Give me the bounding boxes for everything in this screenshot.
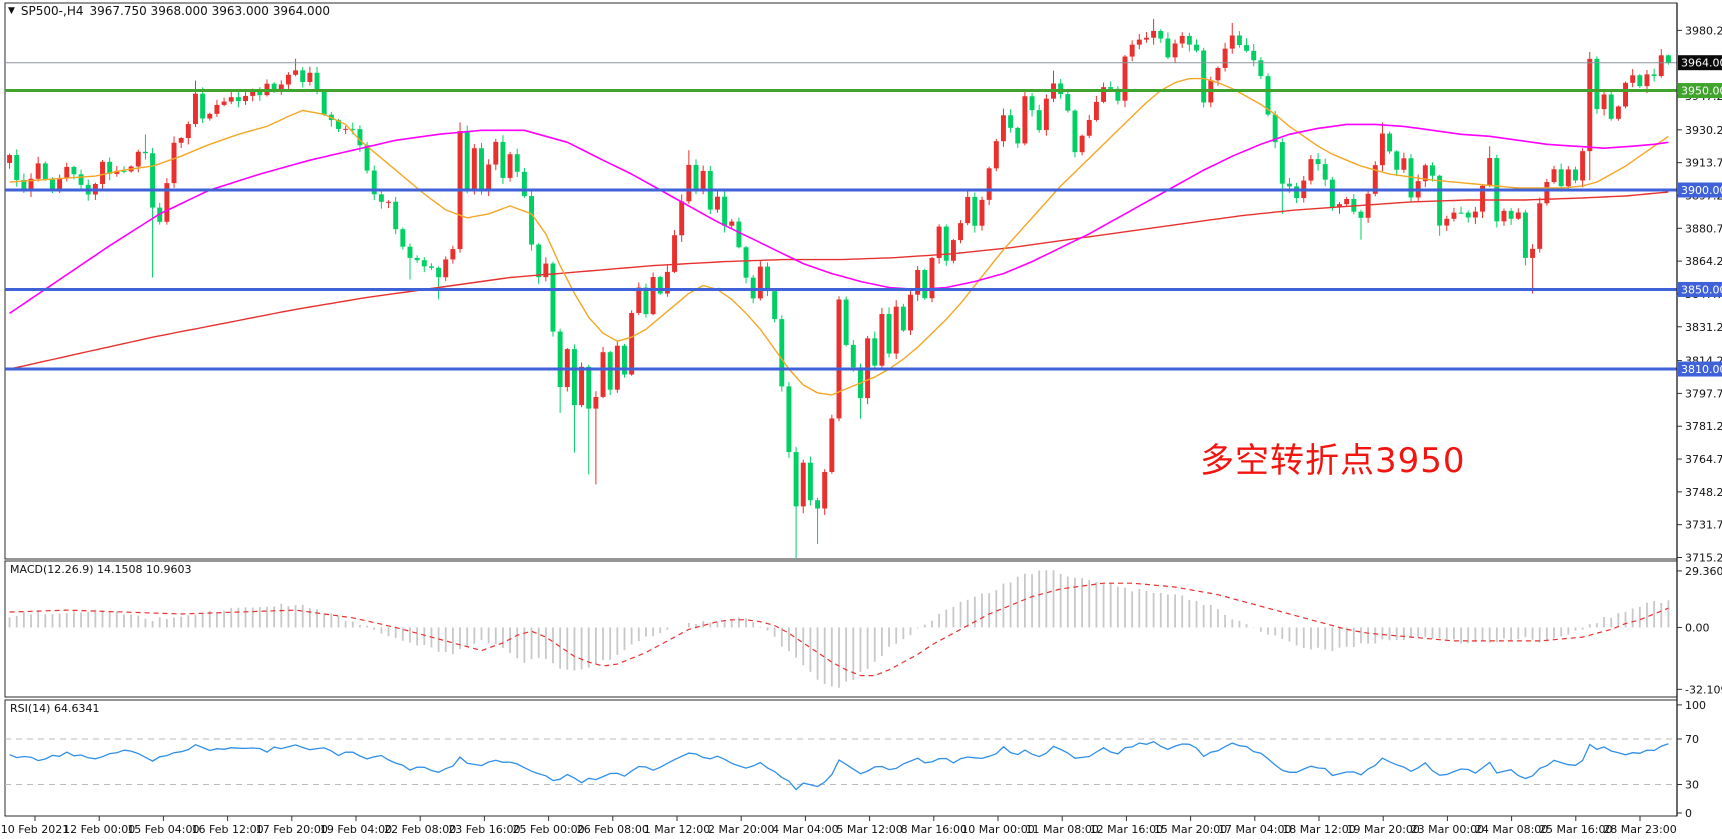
svg-text:12 Mar 16:00: 12 Mar 16:00 (1090, 823, 1163, 836)
svg-text:0: 0 (1685, 807, 1692, 820)
macd-panel[interactable] (8, 570, 1670, 688)
price-box (1678, 182, 1722, 198)
svg-text:3731.750: 3731.750 (1685, 519, 1722, 532)
rsi-indicator-label: RSI(14) 64.6341 (10, 702, 99, 715)
svg-text:3864.250: 3864.250 (1685, 255, 1722, 268)
svg-text:3810.000: 3810.000 (1681, 363, 1722, 376)
svg-text:23 Mar 00:00: 23 Mar 00:00 (1411, 823, 1484, 836)
svg-text:25 Mar 16:00: 25 Mar 16:00 (1539, 823, 1612, 836)
svg-text:18 Mar 12:00: 18 Mar 12:00 (1282, 823, 1355, 836)
rsi-panel[interactable] (5, 738, 1677, 791)
ma-magenta-medium (9, 123, 1669, 314)
svg-text:4 Mar 04:00: 4 Mar 04:00 (772, 823, 838, 836)
svg-text:3980.250: 3980.250 (1685, 24, 1722, 37)
svg-text:29.3605: 29.3605 (1685, 565, 1722, 578)
svg-text:12 Feb 00:00: 12 Feb 00:00 (63, 823, 135, 836)
ohlc-values: 3967.750 3968.000 3963.000 3964.000 (89, 4, 330, 18)
svg-text:100: 100 (1685, 699, 1706, 712)
macd-values: 14.1508 10.9603 (97, 563, 192, 576)
svg-text:5 Mar 12:00: 5 Mar 12:00 (836, 823, 902, 836)
macd-indicator-label: MACD(12.26.9) 14.1508 10.9603 (10, 563, 192, 576)
svg-text:3764.750: 3764.750 (1685, 453, 1722, 466)
symbol-period-label: SP500-,H4 (20, 4, 84, 18)
candlestick-series[interactable] (7, 18, 1671, 559)
svg-text:3964.000: 3964.000 (1681, 57, 1722, 70)
moving-averages (9, 77, 1669, 396)
svg-text:11 Mar 08:00: 11 Mar 08:00 (1025, 823, 1098, 836)
svg-text:17 Mar 04:00: 17 Mar 04:00 (1218, 823, 1291, 836)
price-axis[interactable]: 3980.2503947.2503930.2503913.7503897.250… (1676, 3, 1722, 820)
macd-label: MACD(12.26.9) (10, 563, 94, 576)
svg-text:15 Mar 20:00: 15 Mar 20:00 (1154, 823, 1227, 836)
svg-text:3715.250: 3715.250 (1685, 552, 1722, 565)
svg-text:-32.1096: -32.1096 (1685, 683, 1722, 696)
svg-text:24 Mar 08:00: 24 Mar 08:00 (1475, 823, 1548, 836)
svg-text:25 Feb 00:00: 25 Feb 00:00 (513, 823, 585, 836)
symbol-dropdown-icon[interactable]: ▼ (8, 5, 15, 16)
svg-text:10 Feb 2021: 10 Feb 2021 (1, 823, 69, 836)
rsi-value: 64.6341 (53, 702, 100, 715)
svg-text:3900.000: 3900.000 (1681, 184, 1722, 197)
svg-text:3781.250: 3781.250 (1685, 420, 1722, 433)
svg-text:22 Feb 08:00: 22 Feb 08:00 (384, 823, 456, 836)
svg-text:1 Mar 12:00: 1 Mar 12:00 (644, 823, 710, 836)
svg-text:3930.250: 3930.250 (1685, 124, 1722, 137)
svg-text:3950.000: 3950.000 (1681, 85, 1722, 98)
svg-text:16 Feb 12:00: 16 Feb 12:00 (192, 823, 264, 836)
svg-text:19 Feb 04:00: 19 Feb 04:00 (320, 823, 392, 836)
svg-text:2 Mar 20:00: 2 Mar 20:00 (708, 823, 774, 836)
svg-text:3797.750: 3797.750 (1685, 387, 1722, 400)
svg-text:10 Mar 00:00: 10 Mar 00:00 (961, 823, 1034, 836)
svg-text:28 Mar 23:00: 28 Mar 23:00 (1603, 823, 1676, 836)
ma-red-slow (9, 191, 1669, 370)
chart-text-annotation: 多空转折点3950 (1200, 441, 1466, 481)
svg-text:3850.000: 3850.000 (1681, 283, 1722, 296)
svg-text:19 Mar 20:00: 19 Mar 20:00 (1346, 823, 1419, 836)
svg-text:30: 30 (1685, 778, 1699, 791)
svg-text:3880.750: 3880.750 (1685, 222, 1722, 235)
svg-text:0.00: 0.00 (1685, 621, 1710, 634)
svg-text:3748.250: 3748.250 (1685, 486, 1722, 499)
svg-text:3831.250: 3831.250 (1685, 321, 1722, 334)
svg-text:3913.750: 3913.750 (1685, 157, 1722, 170)
rsi-label: RSI(14) (10, 702, 51, 715)
svg-text:70: 70 (1685, 733, 1699, 746)
svg-text:8 Mar 16:00: 8 Mar 16:00 (901, 823, 967, 836)
svg-text:23 Feb 16:00: 23 Feb 16:00 (448, 823, 520, 836)
price-box (1678, 281, 1722, 297)
horizontal-level-lines[interactable] (5, 62, 1677, 371)
svg-text:15 Feb 04:00: 15 Feb 04:00 (127, 823, 199, 836)
price-box (1678, 55, 1722, 71)
svg-text:26 Feb 08:00: 26 Feb 08:00 (577, 823, 649, 836)
chart-header: ▼ SP500-,H4 3967.750 3968.000 3963.000 3… (8, 4, 330, 18)
price-box (1678, 83, 1722, 99)
rsi-line (9, 740, 1669, 791)
macd-signal-line (9, 582, 1669, 677)
ma-orange-fast (9, 77, 1669, 396)
svg-text:17 Feb 20:00: 17 Feb 20:00 (256, 823, 328, 836)
price-box (1678, 361, 1722, 377)
